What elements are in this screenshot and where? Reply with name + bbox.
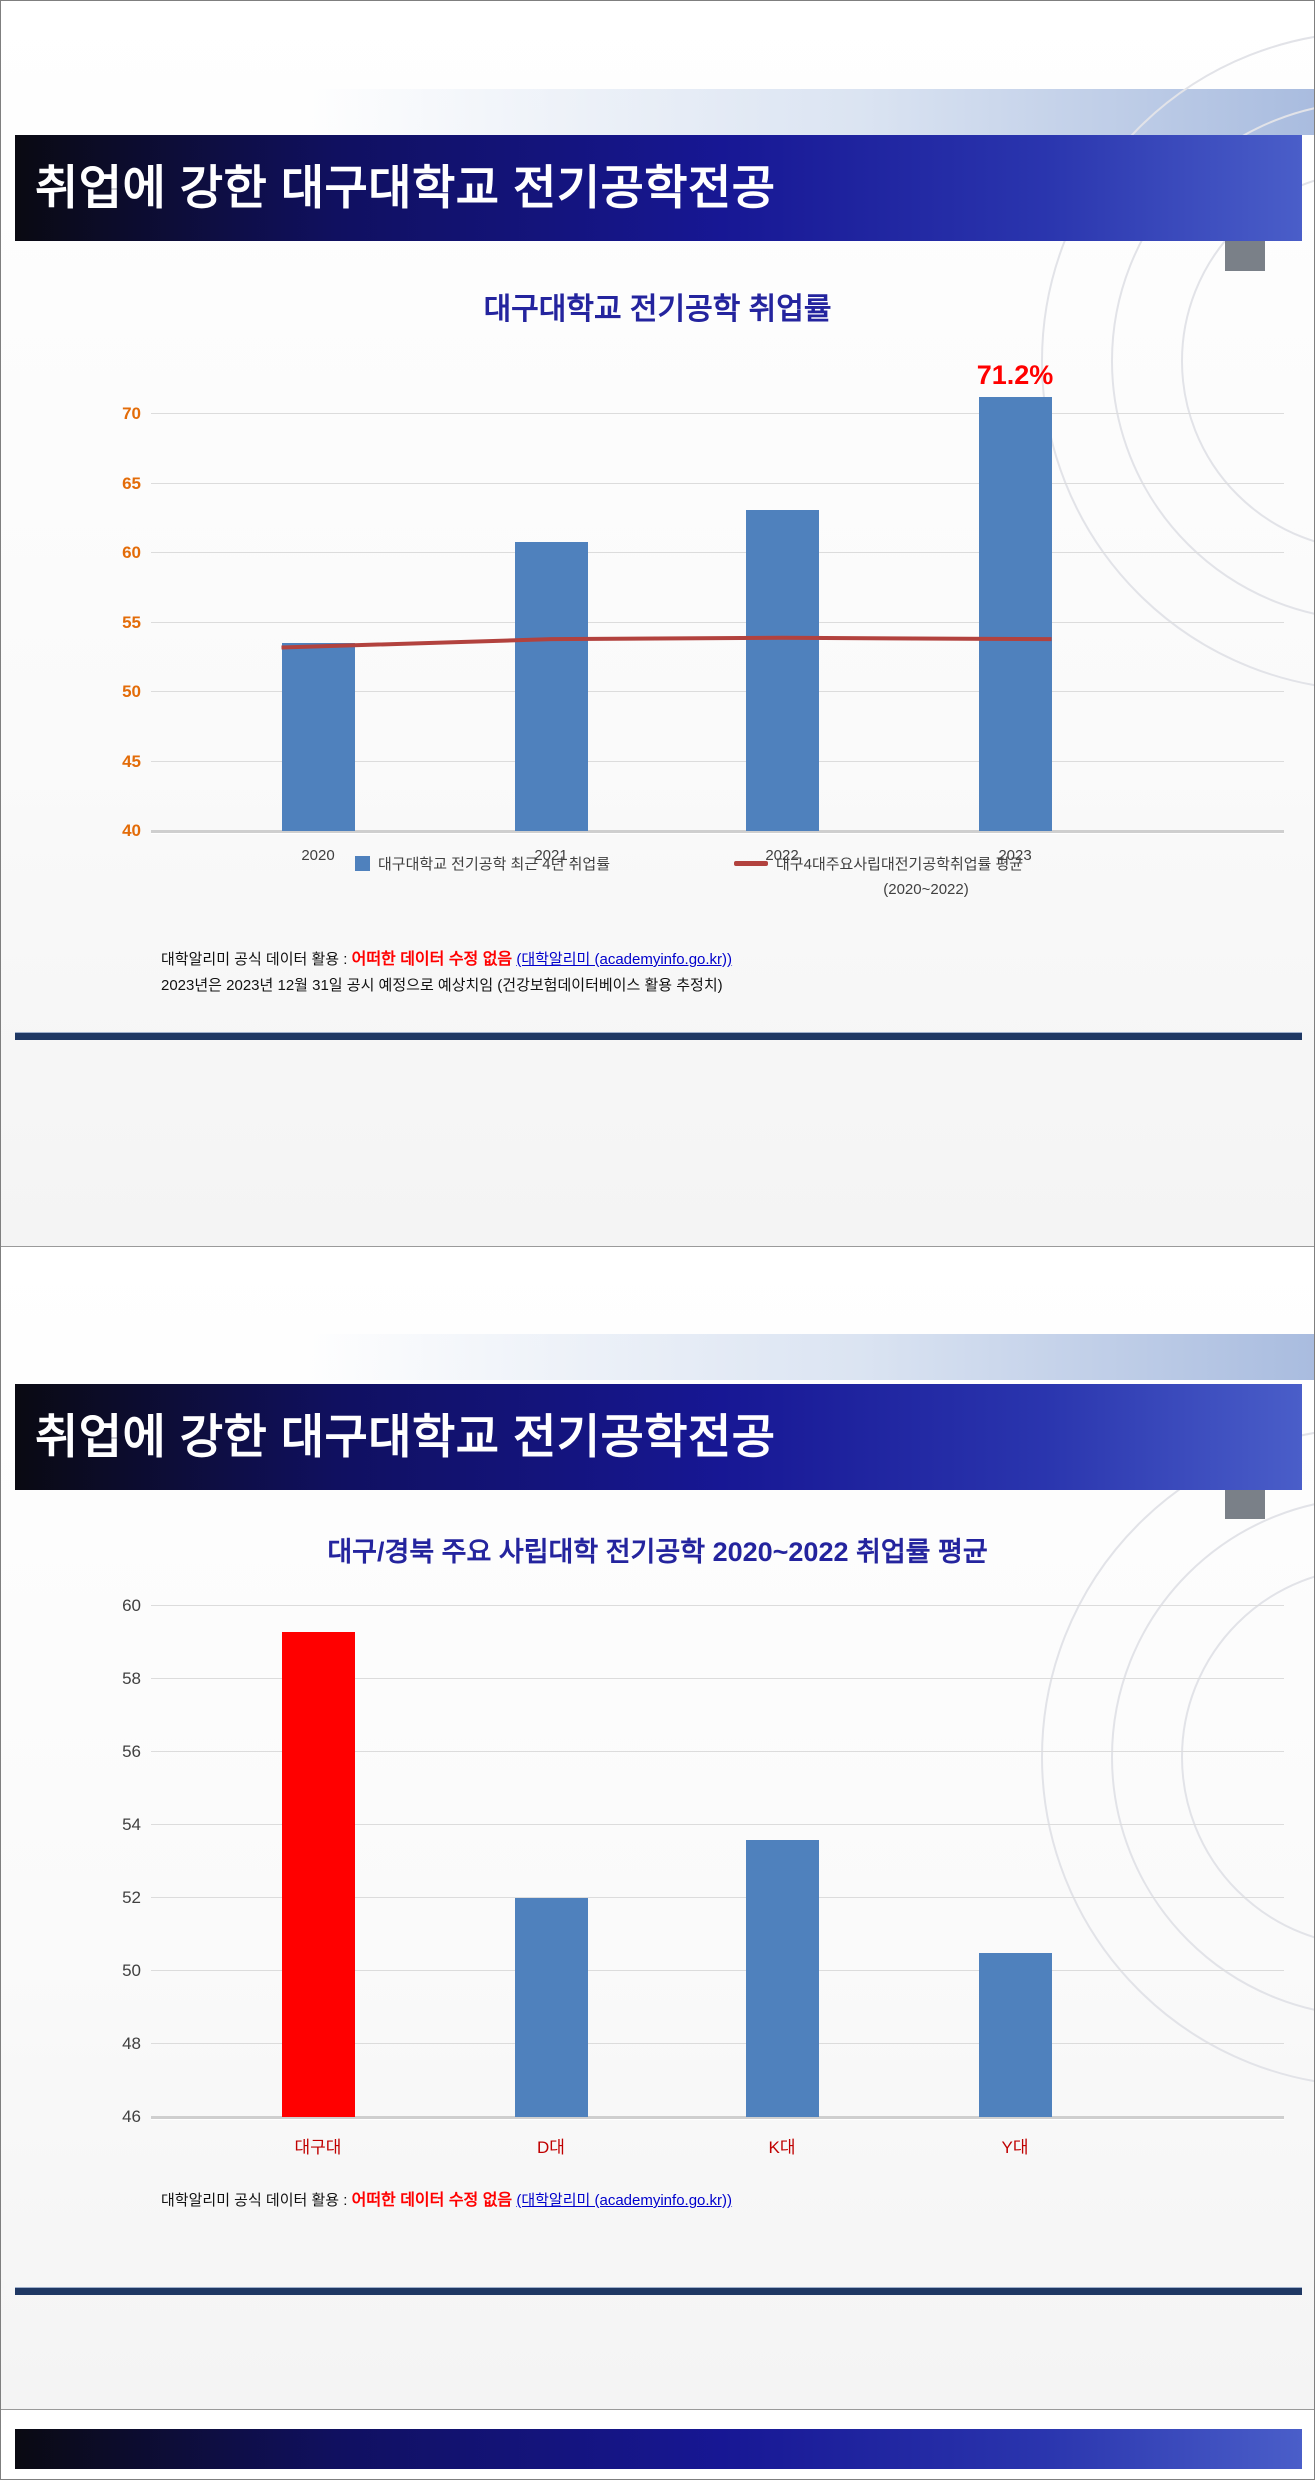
average-line-series xyxy=(281,635,1052,650)
next-slide-banner-partial xyxy=(15,2429,1302,2469)
footnote-emphasis: 어떠한 데이터 수정 없음 xyxy=(351,951,513,968)
x-axis-label-0: 대구대 xyxy=(294,2138,342,2157)
x-axis-label-3: 2023 xyxy=(998,847,1032,864)
gridline-50 xyxy=(151,1970,1284,1971)
gridline-56 xyxy=(151,1751,1284,1752)
footnote-prefix: 대학알리미 공식 데이터 활용 : xyxy=(161,2192,352,2209)
x-axis-label-2: K대 xyxy=(768,2138,796,2157)
x-axis-label-1: 2021 xyxy=(534,847,568,864)
data-label: 71.2% xyxy=(976,360,1054,391)
y-axis-tick-48: 48 xyxy=(122,2034,141,2053)
y-axis-tick-50: 50 xyxy=(122,1961,141,1980)
chart-legend: 대구대학교 전기공학 최근 4년 취업률 대구4대주요사립대전기공학취업률 평균… xyxy=(151,853,1284,913)
gridline-70 xyxy=(151,413,1284,414)
legend-item-bars: 대구대학교 전기공학 최근 4년 취업률 xyxy=(355,853,610,874)
bar-0 xyxy=(281,1631,355,2117)
gridline-60 xyxy=(151,1605,1284,1606)
bar-1 xyxy=(514,541,588,831)
y-axis-tick-60: 60 xyxy=(122,543,141,562)
gridline-46 xyxy=(151,2116,1284,2119)
y-axis-tick-58: 58 xyxy=(122,1669,141,1688)
gridline-60 xyxy=(151,552,1284,553)
footnote-emphasis: 어떠한 데이터 수정 없음 xyxy=(351,2192,513,2209)
footnotes: 대학알리미 공식 데이터 활용 : 어떠한 데이터 수정 없음 (대학알리미 (… xyxy=(161,2188,732,2214)
gridline-45 xyxy=(151,760,1284,762)
chart-title: 대구/경북 주요 사립대학 전기공학 2020~2022 취업률 평균 xyxy=(327,1537,988,1567)
academyinfo-link[interactable]: (대학알리미 (academyinfo.go.kr)) xyxy=(516,2192,733,2209)
chart-title: 대구대학교 전기공학 취업률 xyxy=(483,293,832,326)
y-axis-tick-46: 46 xyxy=(122,2107,141,2126)
bar-3 xyxy=(978,1952,1052,2117)
gridline-65 xyxy=(151,482,1284,484)
y-axis-tick-55: 55 xyxy=(122,612,141,632)
y-axis-tick-56: 56 xyxy=(122,1742,141,1761)
y-axis-tick-60: 60 xyxy=(122,1596,141,1615)
bar-series-label: 대구대학교 전기공학 최근 4년 취업률 xyxy=(378,856,611,873)
footnote-line-1: 대학알리미 공식 데이터 활용 : 어떠한 데이터 수정 없음 (대학알리미 (… xyxy=(161,2188,732,2214)
bar-2 xyxy=(745,509,819,831)
employment-rate-trend-chart: 40 45 50 55 60 65 70 2020 2021 2022 2023 71.2% xyxy=(122,360,1284,864)
slide-1: 취업에 강한 대구대학교 전기공학전공 대구대학교 전기공학 취업률 40 45 5… xyxy=(1,1,1314,1247)
y-axis-tick-52: 52 xyxy=(122,1888,141,1907)
y-axis-tick-70: 70 xyxy=(122,404,141,423)
gridline-40 xyxy=(151,830,1284,833)
gridline-48 xyxy=(151,2043,1284,2044)
slide-title: 취업에 강한 대구대학교 전기공학전공 xyxy=(35,1410,776,1463)
y-axis-tick-40: 40 xyxy=(122,821,141,840)
slide-3-partial xyxy=(1,2410,1314,2479)
y-axis-tick-50: 50 xyxy=(122,682,141,701)
gridline-58 xyxy=(151,1678,1284,1679)
slide-bottom-rule xyxy=(15,1032,1302,1040)
x-axis-label-0: 2020 xyxy=(301,847,335,864)
y-axis-tick-45: 45 xyxy=(122,751,141,771)
footnotes: 대학알리미 공식 데이터 활용 : 어떠한 데이터 수정 없음 (대학알리미 (… xyxy=(161,947,732,999)
bar-series-swatch xyxy=(355,856,370,871)
y-axis-tick-65: 65 xyxy=(122,473,141,493)
x-axis-label-1: D대 xyxy=(537,2138,565,2157)
line-series-period-note: (2020~2022) xyxy=(883,881,969,898)
gridline-52 xyxy=(151,1897,1284,1898)
line-series-label: 대구4대주요사립대전기공학취업률 평균 xyxy=(776,856,1024,873)
legend-item-line: 대구4대주요사립대전기공학취업률 평균 xyxy=(734,853,1023,874)
bar-3 xyxy=(978,397,1052,831)
top-gradient-strip xyxy=(301,1334,1314,1380)
bar-0 xyxy=(281,643,355,831)
bar-1 xyxy=(514,1898,588,2117)
university-comparison-chart: 46 48 50 52 54 56 58 60 대구대 D대 K대 Y대 xyxy=(122,1591,1284,2157)
slide-title: 취업에 강한 대구대학교 전기공학전공 xyxy=(35,161,776,214)
x-axis-label-3: Y대 xyxy=(1001,2138,1029,2157)
footnote-prefix: 대학알리미 공식 데이터 활용 : xyxy=(161,951,352,968)
bar-2 xyxy=(745,1839,819,2117)
slide-bottom-rule xyxy=(15,2287,1302,2295)
gridline-54 xyxy=(151,1824,1284,1825)
gridline-50 xyxy=(151,691,1284,692)
footnote-line-2: 2023년은 2023년 12월 31일 공시 예정으로 예상치임 (건강보험데… xyxy=(161,977,723,994)
x-axis-label-2: 2022 xyxy=(765,847,799,864)
slide-header-banner: 취업에 강한 대구대학교 전기공학전공 xyxy=(15,1384,1302,1490)
slide-2: 취업에 강한 대구대학교 전기공학전공 대구/경북 주요 사립대학 전기공학 2… xyxy=(1,1247,1314,2410)
academyinfo-link[interactable]: (대학알리미 (academyinfo.go.kr)) xyxy=(516,951,733,968)
gridline-55 xyxy=(151,621,1284,623)
y-axis-tick-54: 54 xyxy=(122,1815,141,1834)
slide-header-banner: 취업에 강한 대구대학교 전기공학전공 xyxy=(15,135,1302,241)
line-series-swatch xyxy=(734,861,768,866)
footnote-line-1: 대학알리미 공식 데이터 활용 : 어떠한 데이터 수정 없음 (대학알리미 (… xyxy=(161,947,732,973)
